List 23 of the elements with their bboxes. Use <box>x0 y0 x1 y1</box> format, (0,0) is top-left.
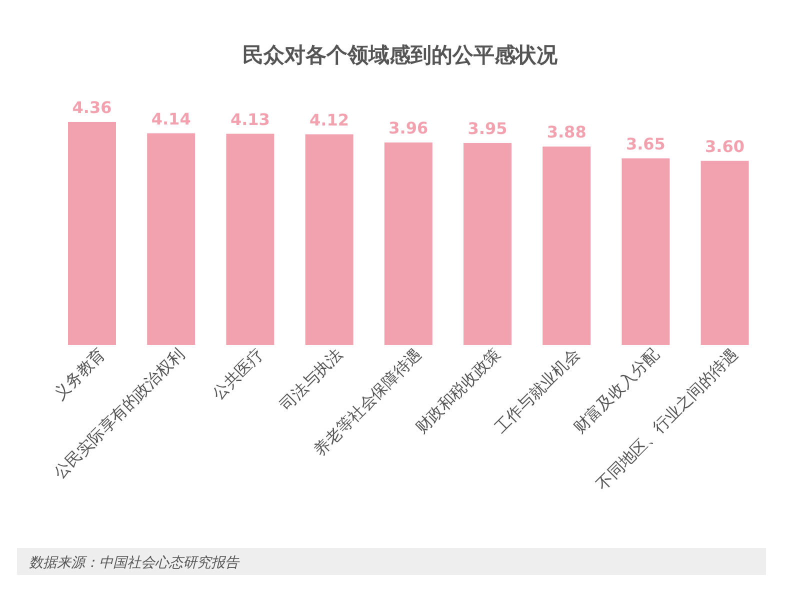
x-tick-label: 司法与执法 <box>276 344 346 414</box>
bar <box>464 142 512 345</box>
data-label: 3.88 <box>546 122 586 142</box>
bar <box>622 158 670 345</box>
data-label: 4.36 <box>72 98 112 117</box>
data-label: 4.13 <box>230 110 270 129</box>
data-label: 3.65 <box>626 134 666 154</box>
data-label: 4.14 <box>151 109 191 128</box>
bar <box>226 134 274 345</box>
data-label: 3.60 <box>705 136 745 156</box>
bar <box>68 122 116 345</box>
bar <box>147 133 196 345</box>
x-tick-label: 义务教育 <box>50 344 109 404</box>
bar <box>305 134 354 345</box>
data-label: 4.12 <box>310 110 350 130</box>
data-label: 3.96 <box>388 118 428 138</box>
bar <box>700 160 749 345</box>
x-tick-label: 公共医疗 <box>208 344 268 404</box>
chart-title: 民众对各个领域感到的公平感状况 <box>242 43 558 67</box>
bar <box>542 146 591 345</box>
source-note: 数据来源：中国社会心态研究报告 <box>29 555 240 571</box>
bar <box>384 142 432 345</box>
data-label: 3.95 <box>468 118 508 138</box>
